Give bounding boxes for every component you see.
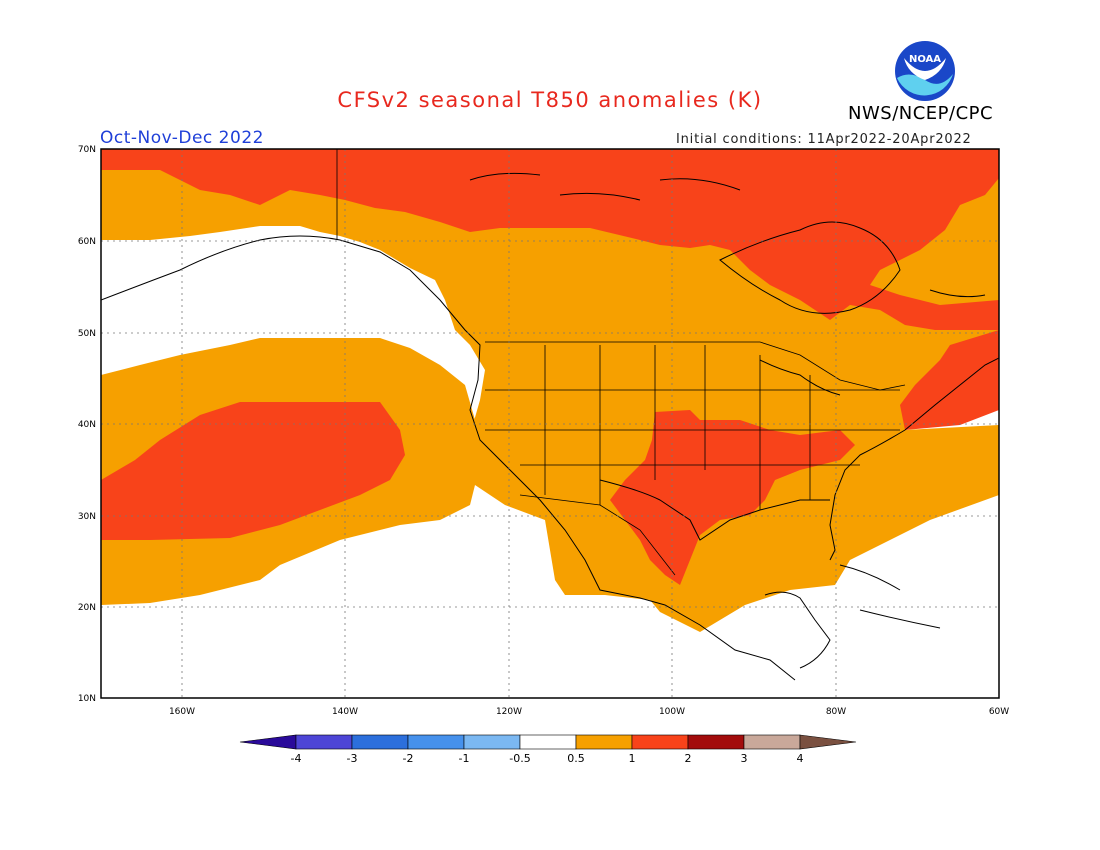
colorbar-tick: -0.5: [509, 752, 530, 765]
lat-label-10n: 10N: [78, 694, 96, 704]
chart-title: CFSv2 seasonal T850 anomalies (K): [337, 88, 763, 112]
lon-label-120w: 120W: [496, 707, 522, 717]
colorbar-swatch: [407, 734, 465, 750]
anomaly-region-us: [610, 410, 855, 585]
map-frame: [100, 148, 1000, 699]
lon-axis: 160W 140W 120W 100W 80W 60W: [169, 707, 1009, 717]
colorbar-swatch: [239, 734, 297, 750]
anomaly-region-pacific-core: [101, 402, 405, 540]
season-label: Oct-Nov-Dec 2022: [100, 128, 264, 148]
lat-label-60n: 60N: [78, 237, 96, 247]
lon-label-160w: 160W: [169, 707, 195, 717]
colorbar-tick: -1: [459, 752, 470, 765]
lat-label-70n: 70N: [78, 145, 96, 155]
lon-label-140w: 140W: [332, 707, 358, 717]
colorbar-swatch: [575, 734, 633, 750]
lon-label-100w: 100W: [659, 707, 685, 717]
lat-label-20n: 20N: [78, 603, 96, 613]
anomaly-region-arctic: [101, 149, 999, 330]
colorbar-swatch: [463, 734, 521, 750]
colorbar-tick: 2: [685, 752, 692, 765]
colorbar-tick: -2: [403, 752, 414, 765]
colorbar-tick: 1: [629, 752, 636, 765]
coastlines: [101, 172, 999, 681]
org-label: NWS/NCEP/CPC: [848, 103, 994, 124]
colorbar-swatch: [351, 734, 409, 750]
colorbar-swatch: [295, 734, 353, 750]
colorbar-swatch: [687, 734, 745, 750]
political-borders: [336, 149, 906, 576]
lon-label-80w: 80W: [826, 707, 846, 717]
anomaly-region-atlantic: [900, 330, 999, 430]
anomaly-field: [101, 149, 999, 698]
colorbar-tick: -4: [291, 752, 302, 765]
logo: NOAA: [894, 40, 956, 102]
colorbar-swatch: [519, 734, 577, 750]
lat-label-50n: 50N: [78, 329, 96, 339]
colorbar-swatch: [799, 734, 857, 750]
colorbar-tick: 4: [797, 752, 804, 765]
colorbar-swatches: [239, 734, 857, 750]
colorbar-tick: 0.5: [567, 752, 585, 765]
colorbar-ticks: -4 -3 -2 -1 -0.5 0.5 1 2 3 4: [291, 752, 804, 765]
colorbar-tick: 3: [741, 752, 748, 765]
noaa-logo-icon: NOAA: [895, 41, 955, 101]
logo-text: NOAA: [909, 54, 941, 65]
lat-label-30n: 30N: [78, 512, 96, 522]
lon-label-60w: 60W: [989, 707, 1009, 717]
colorbar-swatch: [631, 734, 689, 750]
colorbar-tick: -3: [347, 752, 358, 765]
lat-axis: 70N 60N 50N 40N 30N 20N 10N: [78, 145, 96, 704]
gridlines: [101, 149, 999, 698]
lat-label-40n: 40N: [78, 420, 96, 430]
initial-conditions-label: Initial conditions: 11Apr2022-20Apr2022: [676, 132, 972, 147]
colorbar-swatch: [743, 734, 801, 750]
